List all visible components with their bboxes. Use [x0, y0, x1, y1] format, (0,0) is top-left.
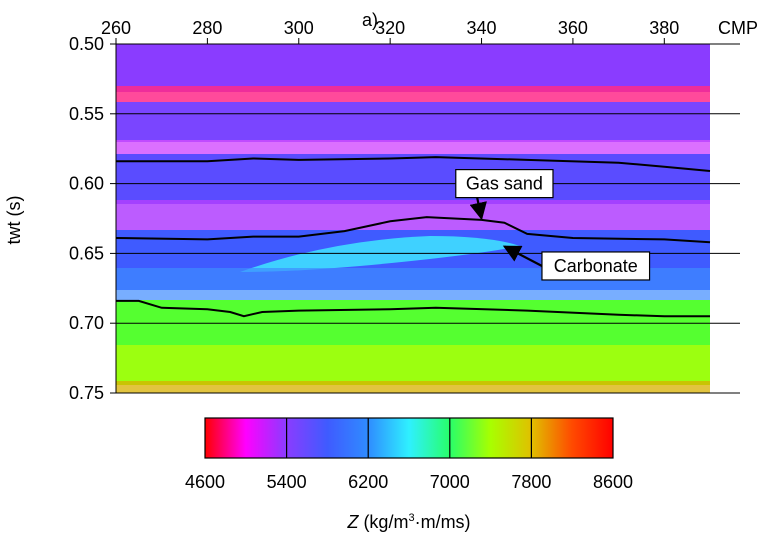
colorbar-gradient: [204, 417, 614, 459]
colorbar-tick-label-7800: 7800: [511, 472, 551, 492]
colorbar-label-superscript: 3: [408, 512, 414, 524]
horizon-h1: [116, 156, 711, 172]
band-red-stripe: [116, 86, 710, 102]
annotation-1: Carbonate: [502, 245, 651, 281]
colorbar-label: Z (kg/m3·m/ms): [346, 512, 470, 532]
colorbar-tick-label-8600: 8600: [593, 472, 633, 492]
cmp-tick-label-280: 280: [192, 18, 222, 38]
band-magenta-2: [116, 140, 710, 154]
horizon-h3: [116, 299, 710, 318]
colorbar-label-variable: Z: [346, 512, 359, 532]
band-violet-2: [116, 102, 710, 142]
impedance-section: [116, 44, 710, 393]
cmp-axis-label: CMP: [718, 18, 758, 38]
twt-tick-label-0.50: 0.50: [69, 34, 104, 54]
colorbar-label-rest: ·m/ms): [415, 512, 471, 532]
horizon-h2: [115, 216, 711, 244]
annotation-label-0: Gas sand: [466, 174, 543, 194]
cmp-axis: CMP 260 280 300 320 340 360 380: [101, 18, 758, 45]
annotation-arrow-0: [469, 197, 487, 221]
cmp-tick-label-340: 340: [467, 18, 497, 38]
colorbar-ticks: 4600 5400 6200 7000 7800 8600: [185, 418, 633, 492]
colorbar-tick-label-5400: 5400: [267, 472, 307, 492]
twt-tick-label-0.55: 0.55: [69, 104, 104, 124]
band-upper-violet: [116, 44, 710, 92]
horizon-lines: [115, 156, 711, 318]
twt-tick-label-0.65: 0.65: [69, 243, 104, 263]
annotations: Gas sand Carbonate: [455, 169, 651, 281]
colorbar-label-units: (kg/m: [358, 512, 408, 532]
annotation-label-1: Carbonate: [554, 256, 638, 276]
impedance-colorbar: 4600 5400 6200 7000 7800 8600 Z (kg/m3·m/ms): [185, 417, 633, 532]
annotation-box-0: [455, 169, 554, 199]
twt-tick-label-0.70: 0.70: [69, 313, 104, 333]
colorbar-tick-label-7000: 7000: [430, 472, 470, 492]
annotation-0: Gas sand: [455, 169, 554, 221]
twt-axis-label: twt (s): [4, 196, 24, 245]
cmp-tick-label-320: 320: [375, 18, 405, 38]
colorbar-tick-label-6200: 6200: [348, 472, 388, 492]
band-magenta-3: [116, 200, 710, 230]
annotation-arrow-1: [502, 245, 543, 267]
cmp-tick-label-380: 380: [649, 18, 679, 38]
cmp-tick-label-360: 360: [558, 18, 588, 38]
colorbar-tick-label-4600: 4600: [185, 472, 225, 492]
band-yellowgreen-7: [116, 345, 710, 385]
twt-tick-label-0.75: 0.75: [69, 383, 104, 403]
twt-axis: twt (s) 0.50 0.55 0.60 0.65 0.70 0.75: [4, 34, 117, 403]
twt-tick-label-0.60: 0.60: [69, 174, 104, 194]
cmp-tick-label-260: 260: [101, 18, 131, 38]
panel-label: a): [362, 10, 378, 30]
annotation-box-1: [541, 251, 651, 281]
carbonate-cyan-lens: [240, 236, 520, 272]
cmp-tick-label-300: 300: [284, 18, 314, 38]
band-orange-bottom: [116, 381, 710, 393]
